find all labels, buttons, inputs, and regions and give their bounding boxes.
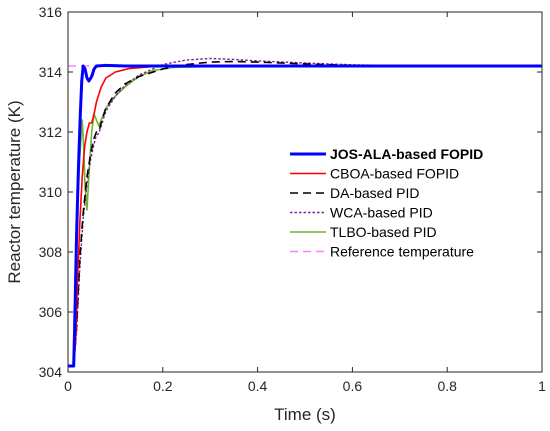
series-line-2 (68, 60, 542, 367)
legend-label-1: CBOA-based FOPID (330, 166, 459, 182)
y-axis-title: Reactor temperature (K) (5, 100, 24, 283)
series-line-0 (68, 63, 542, 368)
y-tick-label: 306 (39, 304, 63, 320)
y-tick-label: 308 (39, 244, 63, 260)
series-layer (68, 57, 543, 368)
x-axis-title: Time (s) (274, 405, 336, 424)
legend-label-2: DA-based PID (330, 185, 419, 201)
y-tick-label: 304 (39, 364, 63, 380)
legend-label-4: TLBO-based PID (330, 224, 437, 240)
legend-label-3: WCA-based PID (330, 205, 433, 221)
y-tick-label: 310 (39, 184, 63, 200)
legend-label-5: Reference temperature (330, 244, 474, 260)
x-tick-label: 0.8 (437, 378, 457, 394)
x-tick-label: 1 (538, 378, 546, 394)
y-tick-label: 316 (39, 4, 63, 20)
plot-background (68, 12, 542, 372)
x-tick-label: 0.2 (153, 378, 173, 394)
legend-label-0: JOS-ALA-based FOPID (330, 146, 483, 162)
tick-layer: 0 0.2 0.4 0.6 0.8 1 304 306 308 310 312 314 316 (39, 4, 546, 394)
y-tick-label: 312 (39, 124, 63, 140)
x-tick-label: 0.6 (343, 378, 363, 394)
y-tick-label: 314 (39, 64, 63, 80)
x-tick-label: 0.4 (248, 378, 268, 394)
series-line-1 (68, 65, 542, 367)
x-tick-label: 0 (64, 378, 72, 394)
legend: JOS-ALA-based FOPID CBOA-based FOPID DA-ba… (290, 146, 483, 260)
